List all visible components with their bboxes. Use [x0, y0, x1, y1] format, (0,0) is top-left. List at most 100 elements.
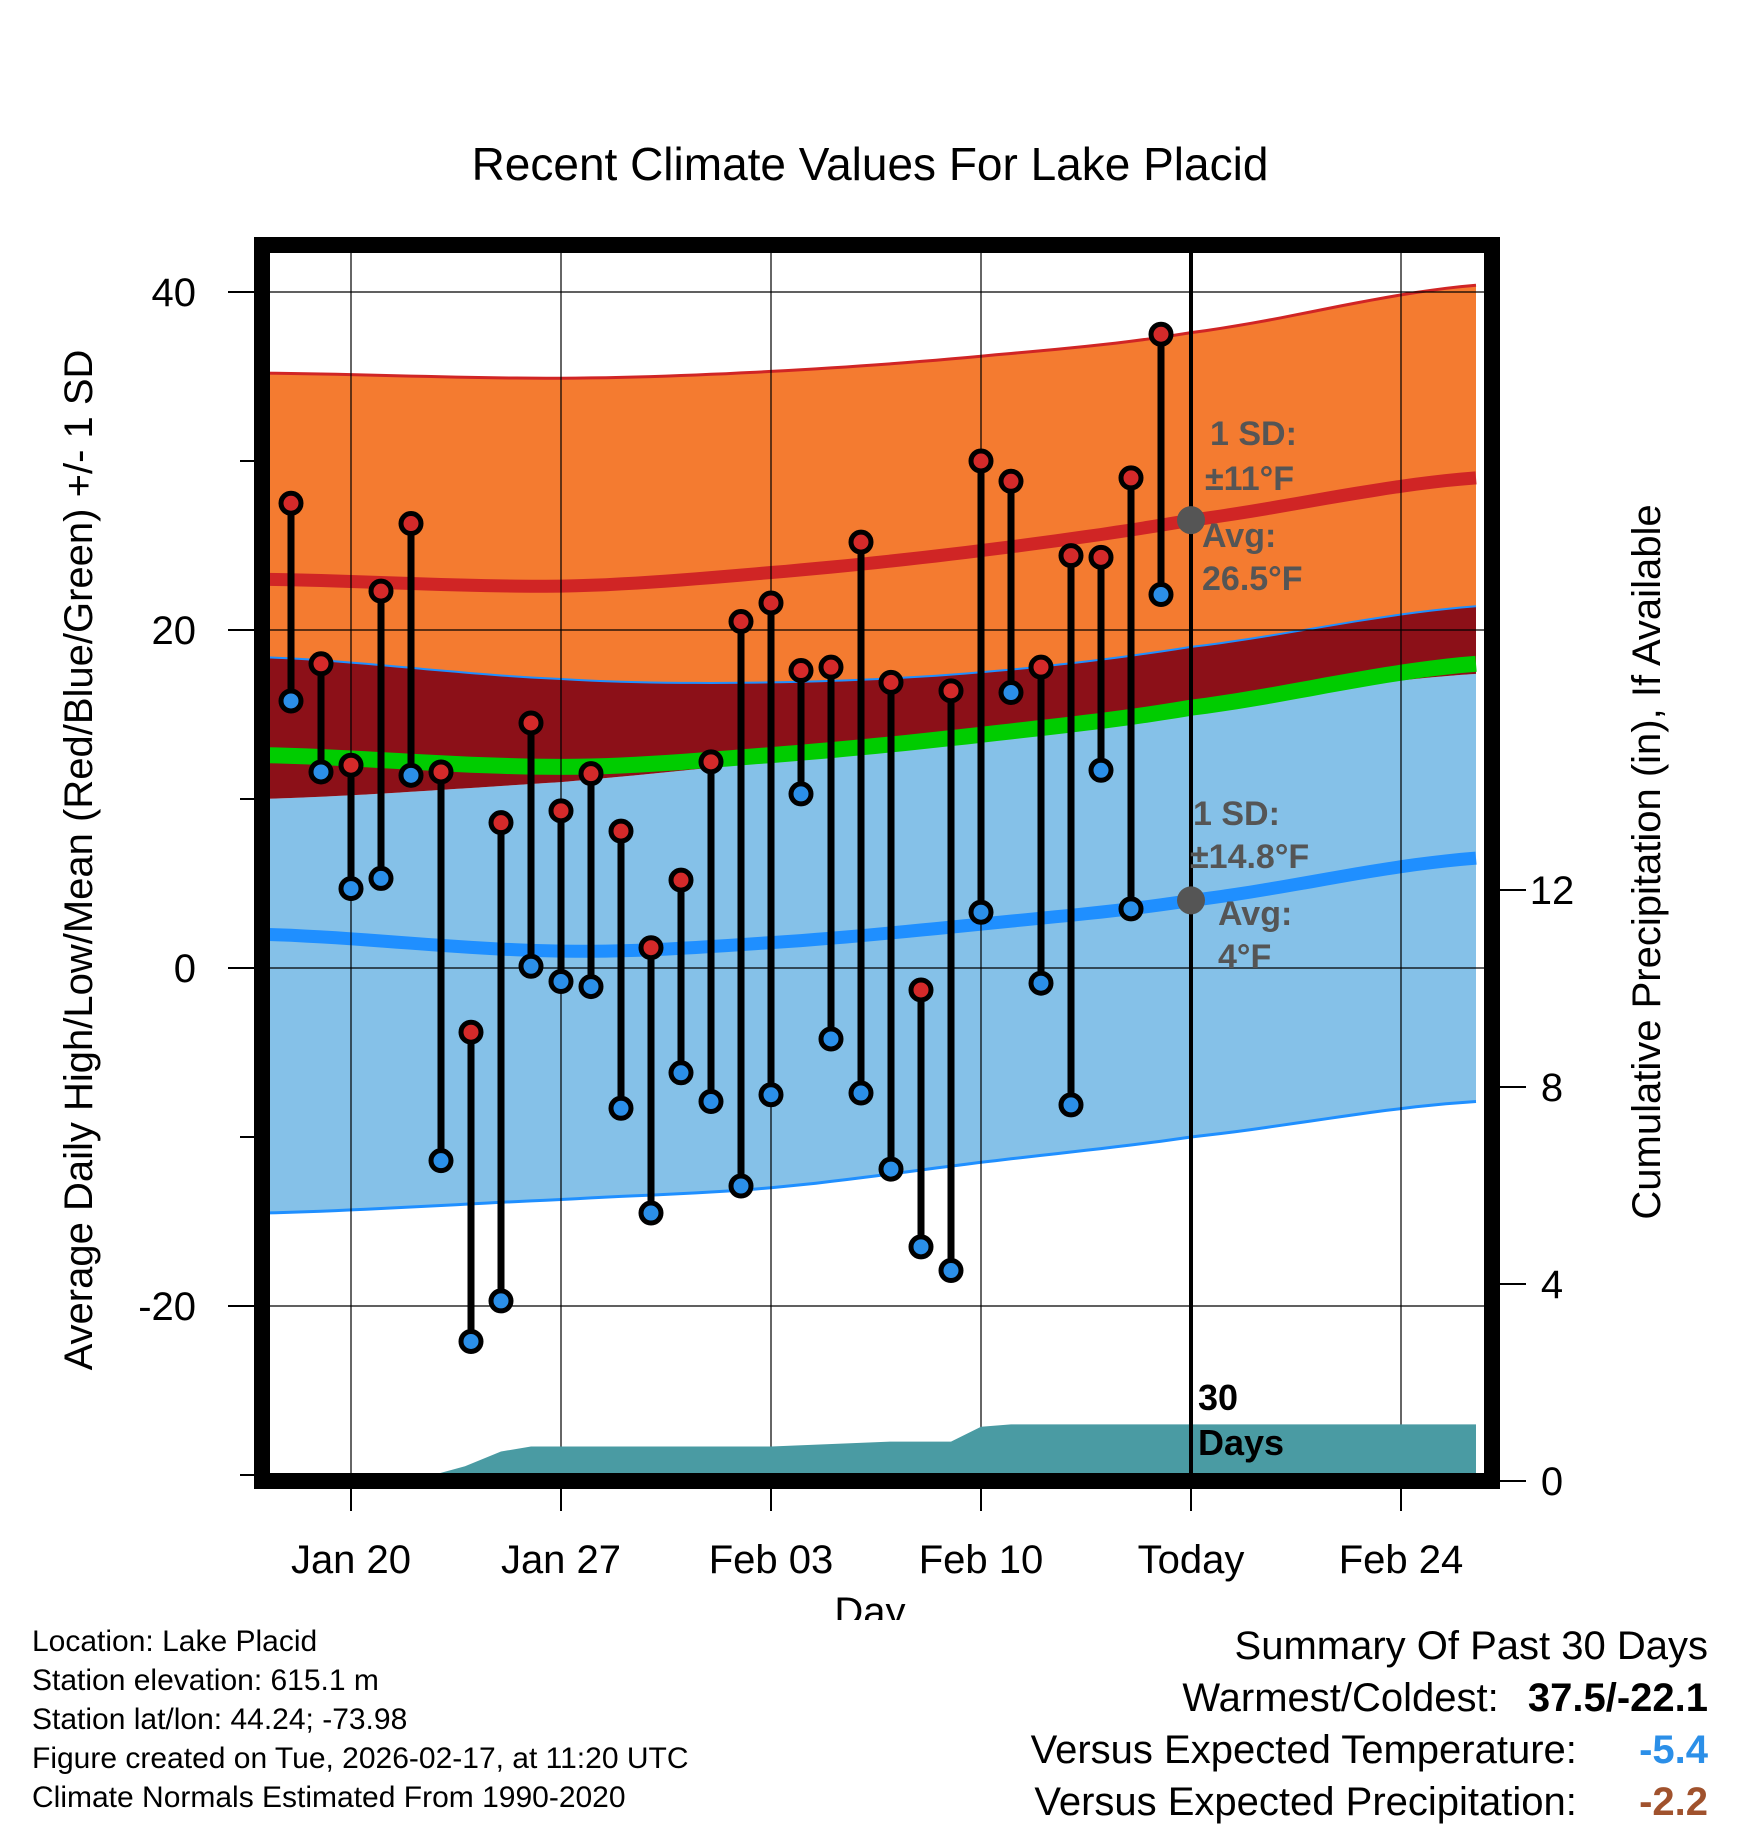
info-elevation: Station elevation: 615.1 m	[32, 1664, 379, 1697]
days-label-number: 30	[1198, 1377, 1238, 1418]
observations	[278, 245, 1205, 1481]
y-axis-label-right: Cumulative Precipitation (in), If Availa…	[1625, 504, 1669, 1219]
obs-high-point	[368, 578, 394, 604]
y-left-tick-label: -20	[138, 1285, 196, 1329]
obs-high-point	[728, 609, 754, 635]
obs-high-point	[428, 759, 454, 785]
y-right-tick-label: 4	[1541, 1263, 1563, 1307]
y-right-tick-label: 8	[1541, 1066, 1563, 1110]
obs-high-point	[608, 818, 634, 844]
obs-low-point	[668, 1060, 694, 1086]
summary-panel: Summary Of Past 30 Days Warmest/Coldest:…	[1031, 1620, 1708, 1828]
obs-high-point	[278, 490, 304, 516]
y-left-tick-label: 0	[174, 947, 196, 991]
obs-high-point	[698, 749, 724, 775]
obs-low-point	[398, 762, 424, 788]
summary-warmest-row: Warmest/Coldest: 37.5/-22.1	[1031, 1672, 1708, 1724]
summary-warmest-value: 37.5/-22.1	[1527, 1676, 1708, 1720]
precip-area	[261, 1424, 1476, 1481]
overlap-band	[261, 606, 1476, 799]
obs-low-point	[968, 899, 994, 925]
obs-high-point	[938, 678, 964, 704]
summary-temp-value: -5.4	[1639, 1728, 1708, 1772]
info-location: Location: Lake Placid	[32, 1625, 318, 1658]
obs-high-point	[1148, 321, 1174, 347]
normal-mean-line	[260, 655, 1477, 775]
obs-high-point	[488, 810, 514, 836]
days-label-text: Days	[1198, 1422, 1284, 1463]
obs-low-point	[458, 1328, 484, 1354]
x-axis-label: Day	[834, 1590, 905, 1620]
obs-high-point	[968, 448, 994, 474]
y-right-tick-label: 0	[1541, 1460, 1563, 1504]
obs-low-point	[1148, 582, 1174, 608]
obs-low-point	[908, 1234, 934, 1260]
obs-low-point	[698, 1089, 724, 1115]
obs-high-point	[1028, 654, 1054, 680]
obs-low-point	[428, 1148, 454, 1174]
obs-low-point	[788, 781, 814, 807]
summary-temp-row: Versus Expected Temperature: -5.4	[1031, 1724, 1708, 1776]
normal-low-line	[260, 851, 1477, 958]
summary-warmest-label: Warmest/Coldest:	[1182, 1676, 1499, 1720]
today-low-avg-marker	[1177, 886, 1205, 915]
obs-low-point	[278, 688, 304, 714]
high-sd-label: 1 SD:	[1210, 415, 1297, 453]
obs-low-point	[878, 1156, 904, 1182]
obs-high-point	[1088, 544, 1114, 570]
x-tick-label: Jan 20	[291, 1538, 411, 1582]
plot-frame	[254, 237, 1500, 1489]
obs-high-point	[998, 468, 1024, 494]
high-avg-value: 26.5°F	[1202, 560, 1303, 598]
summary-title: Summary Of Past 30 Days	[1234, 1624, 1708, 1668]
x-tick-label: Today	[1138, 1538, 1245, 1582]
obs-high-point	[1118, 465, 1144, 491]
obs-high-point	[788, 658, 814, 684]
x-tick-label: Feb 03	[709, 1538, 834, 1582]
obs-low-point	[758, 1082, 784, 1108]
x-tick-label: Jan 27	[501, 1538, 621, 1582]
obs-high-point	[668, 867, 694, 893]
obs-low-point	[608, 1095, 634, 1121]
chart-title: Recent Climate Values For Lake Placid	[472, 138, 1269, 190]
obs-high-point	[848, 529, 874, 555]
obs-low-point	[548, 969, 574, 995]
obs-high-point	[518, 710, 544, 736]
obs-low-point	[638, 1200, 664, 1226]
y-axis-label-left: Average Daily High/Low/Mean (Red/Blue/Gr…	[57, 350, 101, 1371]
high-upper-edge	[260, 283, 1477, 380]
climate-chart: Recent Climate Values For Lake Placid 1 …	[57, 138, 1669, 1620]
obs-low-point	[1028, 970, 1054, 996]
high-sd-value: ±11°F	[1205, 460, 1294, 498]
obs-high-point	[338, 752, 364, 778]
obs-low-point	[728, 1173, 754, 1199]
info-normals: Climate Normals Estimated From 1990-2020	[32, 1781, 626, 1814]
low-sd-label: 1 SD:	[1193, 795, 1280, 833]
low-sd-value: ±14.8°F	[1190, 838, 1309, 876]
obs-high-point	[548, 798, 574, 824]
low-lower-edge	[260, 1100, 1477, 1215]
obs-high-point	[818, 654, 844, 680]
obs-low-point	[518, 953, 544, 979]
obs-high-point	[638, 935, 664, 961]
today-high-avg-marker	[1177, 506, 1205, 535]
obs-low-point	[578, 974, 604, 1000]
low-avg-value: 4°F	[1218, 938, 1271, 976]
obs-high-point	[878, 669, 904, 695]
obs-low-point	[1058, 1092, 1084, 1118]
annotations: 1 SD: ±11°F Avg: 26.5°F 1 SD: ±14.8°F Av…	[1190, 415, 1309, 1463]
obs-low-point	[338, 876, 364, 902]
x-tick-label: Feb 10	[919, 1538, 1044, 1582]
summary-precip-row: Versus Expected Precipitation: -2.2	[1031, 1776, 1708, 1828]
summary-precip-value: -2.2	[1639, 1780, 1708, 1824]
obs-low-point	[308, 759, 334, 785]
obs-low-point	[998, 680, 1024, 706]
high-avg-label: Avg:	[1202, 517, 1276, 555]
y-left-tick-label: 40	[152, 271, 197, 315]
obs-low-point	[818, 1026, 844, 1052]
info-latlon: Station lat/lon: 44.24; -73.98	[32, 1703, 408, 1736]
obs-high-point	[398, 511, 424, 537]
station-info: Location: Lake Placid Station elevation:…	[32, 1622, 689, 1817]
obs-high-point	[578, 761, 604, 787]
